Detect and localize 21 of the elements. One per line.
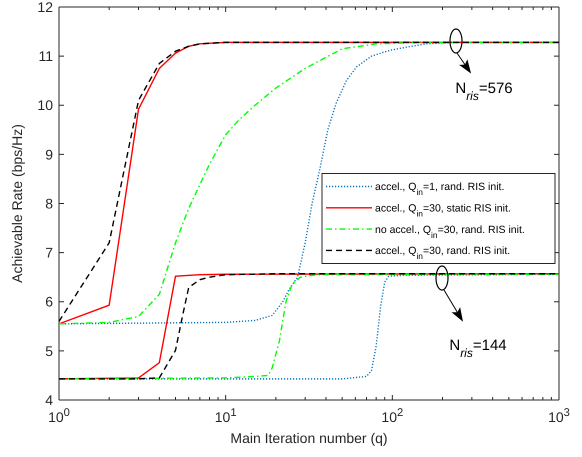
legend-label: accel., Q$_{in}$=1, rand. RIS init.	[375, 181, 504, 198]
y-tick-label: 4	[45, 392, 54, 408]
legend-label: accel., Q$_{in}$=30, static RIS init.	[375, 202, 511, 218]
annotation: N$_{ris}$=576	[455, 80, 513, 103]
y-tick-label: 5	[45, 342, 54, 359]
y-tick-label: 9	[45, 146, 54, 162]
y-tick-label: 6	[45, 294, 54, 310]
x-tick-label: 10$^{3}$	[548, 407, 570, 425]
x-tick-label: 10$^{0}$	[48, 407, 70, 425]
legend-label: accel., Q$_{in}$=30, rand. RIS init.	[375, 245, 510, 262]
annotation: N$_{ris}$=144	[449, 337, 507, 360]
y-tick-label: 12	[37, 0, 54, 15]
y-tick-label: 8	[45, 195, 54, 212]
x-tick-label: 10$^{2}$	[381, 407, 404, 425]
legend-label: no accel., Q$_{in}$=30, rand. RIS init.	[375, 224, 525, 240]
x-tick-label: 10$^{1}$	[214, 407, 237, 425]
y-tick-label: 10	[37, 97, 54, 114]
x-axis-title: Main Iteration number (q)	[230, 430, 388, 446]
y-tick-label: 11	[38, 48, 54, 64]
y-axis-title: Achievable Rate (bps/Hz)	[9, 124, 25, 283]
y-tick-label: 7	[45, 244, 54, 261]
